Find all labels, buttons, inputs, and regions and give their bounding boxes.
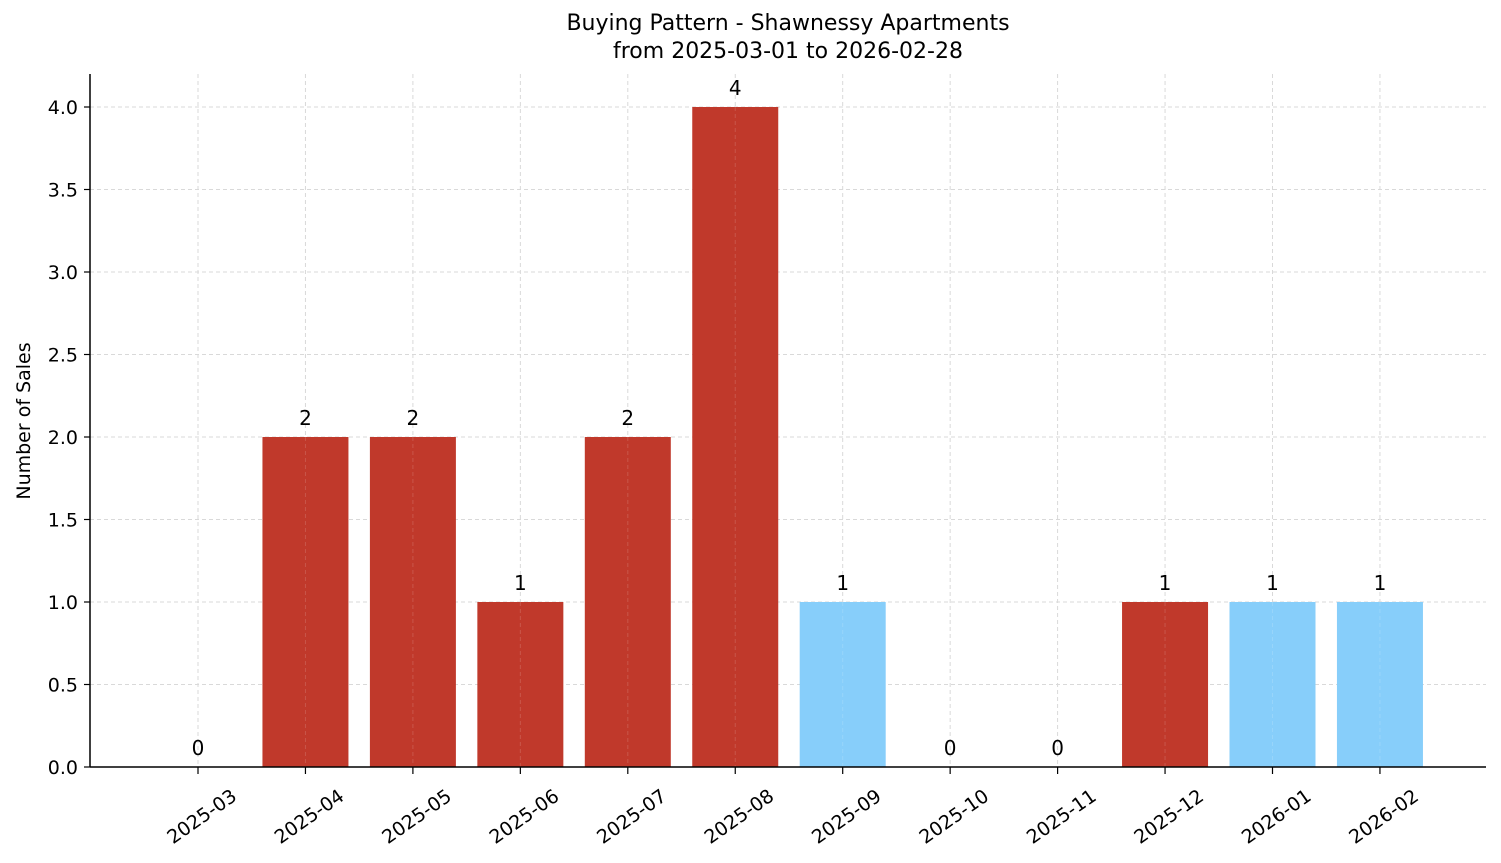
bar-value-label: 0	[1051, 736, 1064, 760]
x-tick-label: 2025-11	[1023, 785, 1101, 849]
bar-value-label: 1	[836, 571, 849, 595]
x-tick-label: 2025-08	[700, 785, 778, 849]
bar-2025-06	[477, 602, 564, 767]
x-tick-label: 2025-12	[1130, 785, 1208, 849]
x-tick-label: 2025-03	[163, 785, 241, 849]
x-tick-label: 2025-05	[378, 785, 456, 849]
bar-value-label: 2	[299, 406, 312, 430]
x-tick-label: 2025-09	[808, 785, 886, 849]
bar-value-label: 0	[944, 736, 957, 760]
bar-value-label: 1	[514, 571, 527, 595]
bar-value-label: 1	[1374, 571, 1387, 595]
y-tick-label: 4.0	[48, 97, 78, 119]
chart-subtitle: from 2025-03-01 to 2026-02-28	[613, 39, 963, 64]
x-tick-label: 2025-07	[593, 785, 671, 849]
bar-2025-04	[262, 437, 349, 767]
y-tick-label: 0.0	[48, 757, 78, 779]
bar-value-label: 1	[1266, 571, 1279, 595]
bar-2026-01	[1229, 602, 1316, 767]
y-tick-label: 1.0	[48, 592, 78, 614]
x-tick-label: 2025-10	[915, 785, 993, 849]
bar-value-label: 0	[192, 736, 205, 760]
y-tick-label: 1.5	[48, 510, 78, 532]
bar-2025-09	[799, 602, 886, 767]
y-tick-label: 3.0	[48, 262, 78, 284]
chart-title-block: Buying Pattern - Shawnessy Apartments fr…	[0, 10, 1501, 66]
chart-title: Buying Pattern - Shawnessy Apartments	[566, 11, 1010, 36]
bar-2026-02	[1336, 602, 1423, 767]
bar-value-label: 2	[407, 406, 420, 430]
bar-value-label: 4	[729, 76, 742, 100]
bar-value-label: 1	[1159, 571, 1172, 595]
bar-2025-12	[1122, 602, 1209, 767]
x-tick-label: 2025-06	[486, 785, 564, 849]
bar-2025-05	[369, 437, 456, 767]
y-tick-label: 3.5	[48, 180, 78, 202]
y-tick-label: 2.5	[48, 345, 78, 367]
bar-2025-08	[692, 107, 779, 767]
bar-2025-07	[584, 437, 671, 767]
y-tick-label: 2.0	[48, 427, 78, 449]
x-tick-label: 2026-02	[1345, 785, 1423, 849]
x-tick-label: 2025-04	[271, 785, 349, 849]
bar-value-label: 2	[621, 406, 634, 430]
x-tick-label: 2026-01	[1238, 785, 1316, 849]
y-tick-label: 0.5	[48, 675, 78, 697]
